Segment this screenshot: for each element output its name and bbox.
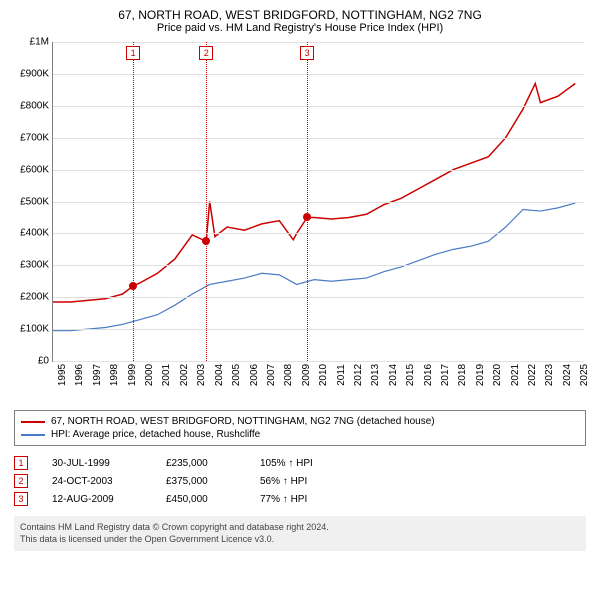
xtick-label: 2003 — [192, 364, 207, 386]
sale-row: 2 24-OCT-2003 £375,000 56% ↑ HPI — [14, 472, 586, 490]
ytick-label: £1M — [30, 37, 53, 48]
plot-region: £0£100K£200K£300K£400K£500K£600K£700K£80… — [52, 42, 584, 362]
sale-marker: 3 — [14, 492, 28, 506]
sale-dot — [303, 213, 311, 221]
xtick-label: 2013 — [366, 364, 381, 386]
sale-dot — [202, 237, 210, 245]
ytick-label: £300K — [20, 260, 53, 271]
xtick-label: 1998 — [105, 364, 120, 386]
xtick-label: 2005 — [227, 364, 242, 386]
xtick-label: 2011 — [332, 364, 347, 386]
series-line — [53, 83, 575, 302]
xtick-label: 2018 — [453, 364, 468, 386]
ytick-label: £100K — [20, 324, 53, 335]
footer-line-1: Contains HM Land Registry data © Crown c… — [20, 522, 580, 534]
xtick-label: 2000 — [140, 364, 155, 386]
sale-pct: 56% ↑ HPI — [260, 476, 350, 487]
xtick-label: 2009 — [297, 364, 312, 386]
xtick-label: 2025 — [575, 364, 590, 386]
sale-marker: 2 — [14, 474, 28, 488]
xtick-label: 2016 — [419, 364, 434, 386]
sale-price: £235,000 — [166, 458, 236, 469]
sale-date: 12-AUG-2009 — [52, 494, 142, 505]
sale-pct: 105% ↑ HPI — [260, 458, 350, 469]
sale-row: 3 12-AUG-2009 £450,000 77% ↑ HPI — [14, 490, 586, 508]
ytick-label: £900K — [20, 68, 53, 79]
chart-title: 67, NORTH ROAD, WEST BRIDGFORD, NOTTINGH… — [8, 8, 592, 22]
xtick-label: 1995 — [53, 364, 68, 386]
footer-attribution: Contains HM Land Registry data © Crown c… — [14, 516, 586, 551]
sale-dot — [129, 282, 137, 290]
xtick-label: 2006 — [245, 364, 260, 386]
xtick-label: 2007 — [262, 364, 277, 386]
gridline-h — [53, 361, 584, 362]
xtick-label: 2022 — [523, 364, 538, 386]
ytick-label: £800K — [20, 100, 53, 111]
chart-subtitle: Price paid vs. HM Land Registry's House … — [8, 22, 592, 34]
legend: 67, NORTH ROAD, WEST BRIDGFORD, NOTTINGH… — [14, 410, 586, 446]
legend-label: HPI: Average price, detached house, Rush… — [51, 429, 260, 440]
sale-date: 24-OCT-2003 — [52, 476, 142, 487]
event-marker-box: 2 — [199, 46, 213, 60]
chart-area: £0£100K£200K£300K£400K£500K£600K£700K£80… — [52, 42, 584, 362]
xtick-label: 2014 — [384, 364, 399, 386]
series-line — [53, 203, 575, 331]
xtick-label: 2021 — [506, 364, 521, 386]
xtick-label: 2020 — [488, 364, 503, 386]
xtick-label: 1996 — [70, 364, 85, 386]
xtick-label: 2024 — [558, 364, 573, 386]
sale-date: 30-JUL-1999 — [52, 458, 142, 469]
ytick-label: £500K — [20, 196, 53, 207]
legend-row: 67, NORTH ROAD, WEST BRIDGFORD, NOTTINGH… — [21, 415, 579, 428]
sale-pct: 77% ↑ HPI — [260, 494, 350, 505]
ytick-label: £400K — [20, 228, 53, 239]
event-line — [206, 42, 207, 361]
xtick-label: 2015 — [401, 364, 416, 386]
xtick-label: 1999 — [123, 364, 138, 386]
legend-row: HPI: Average price, detached house, Rush… — [21, 428, 579, 441]
xtick-label: 2001 — [157, 364, 172, 386]
xtick-label: 2010 — [314, 364, 329, 386]
ytick-label: £0 — [38, 356, 53, 367]
ytick-label: £600K — [20, 164, 53, 175]
chart-container: 67, NORTH ROAD, WEST BRIDGFORD, NOTTINGH… — [0, 0, 600, 559]
xtick-label: 2002 — [175, 364, 190, 386]
sale-row: 1 30-JUL-1999 £235,000 105% ↑ HPI — [14, 454, 586, 472]
xtick-label: 2012 — [349, 364, 364, 386]
sale-price: £450,000 — [166, 494, 236, 505]
event-line — [133, 42, 134, 361]
legend-swatch — [21, 421, 45, 423]
ytick-label: £200K — [20, 292, 53, 303]
xtick-label: 2017 — [436, 364, 451, 386]
footer-line-2: This data is licensed under the Open Gov… — [20, 534, 580, 546]
sales-table: 1 30-JUL-1999 £235,000 105% ↑ HPI 2 24-OCT-20… — [14, 454, 586, 508]
xtick-label: 1997 — [88, 364, 103, 386]
event-marker-box: 1 — [126, 46, 140, 60]
event-marker-box: 3 — [300, 46, 314, 60]
xtick-label: 2023 — [540, 364, 555, 386]
xtick-label: 2008 — [279, 364, 294, 386]
legend-label: 67, NORTH ROAD, WEST BRIDGFORD, NOTTINGH… — [51, 416, 435, 427]
xtick-label: 2004 — [210, 364, 225, 386]
sale-price: £375,000 — [166, 476, 236, 487]
sale-marker: 1 — [14, 456, 28, 470]
legend-swatch — [21, 434, 45, 436]
xtick-label: 2019 — [471, 364, 486, 386]
event-line — [307, 42, 308, 361]
ytick-label: £700K — [20, 132, 53, 143]
